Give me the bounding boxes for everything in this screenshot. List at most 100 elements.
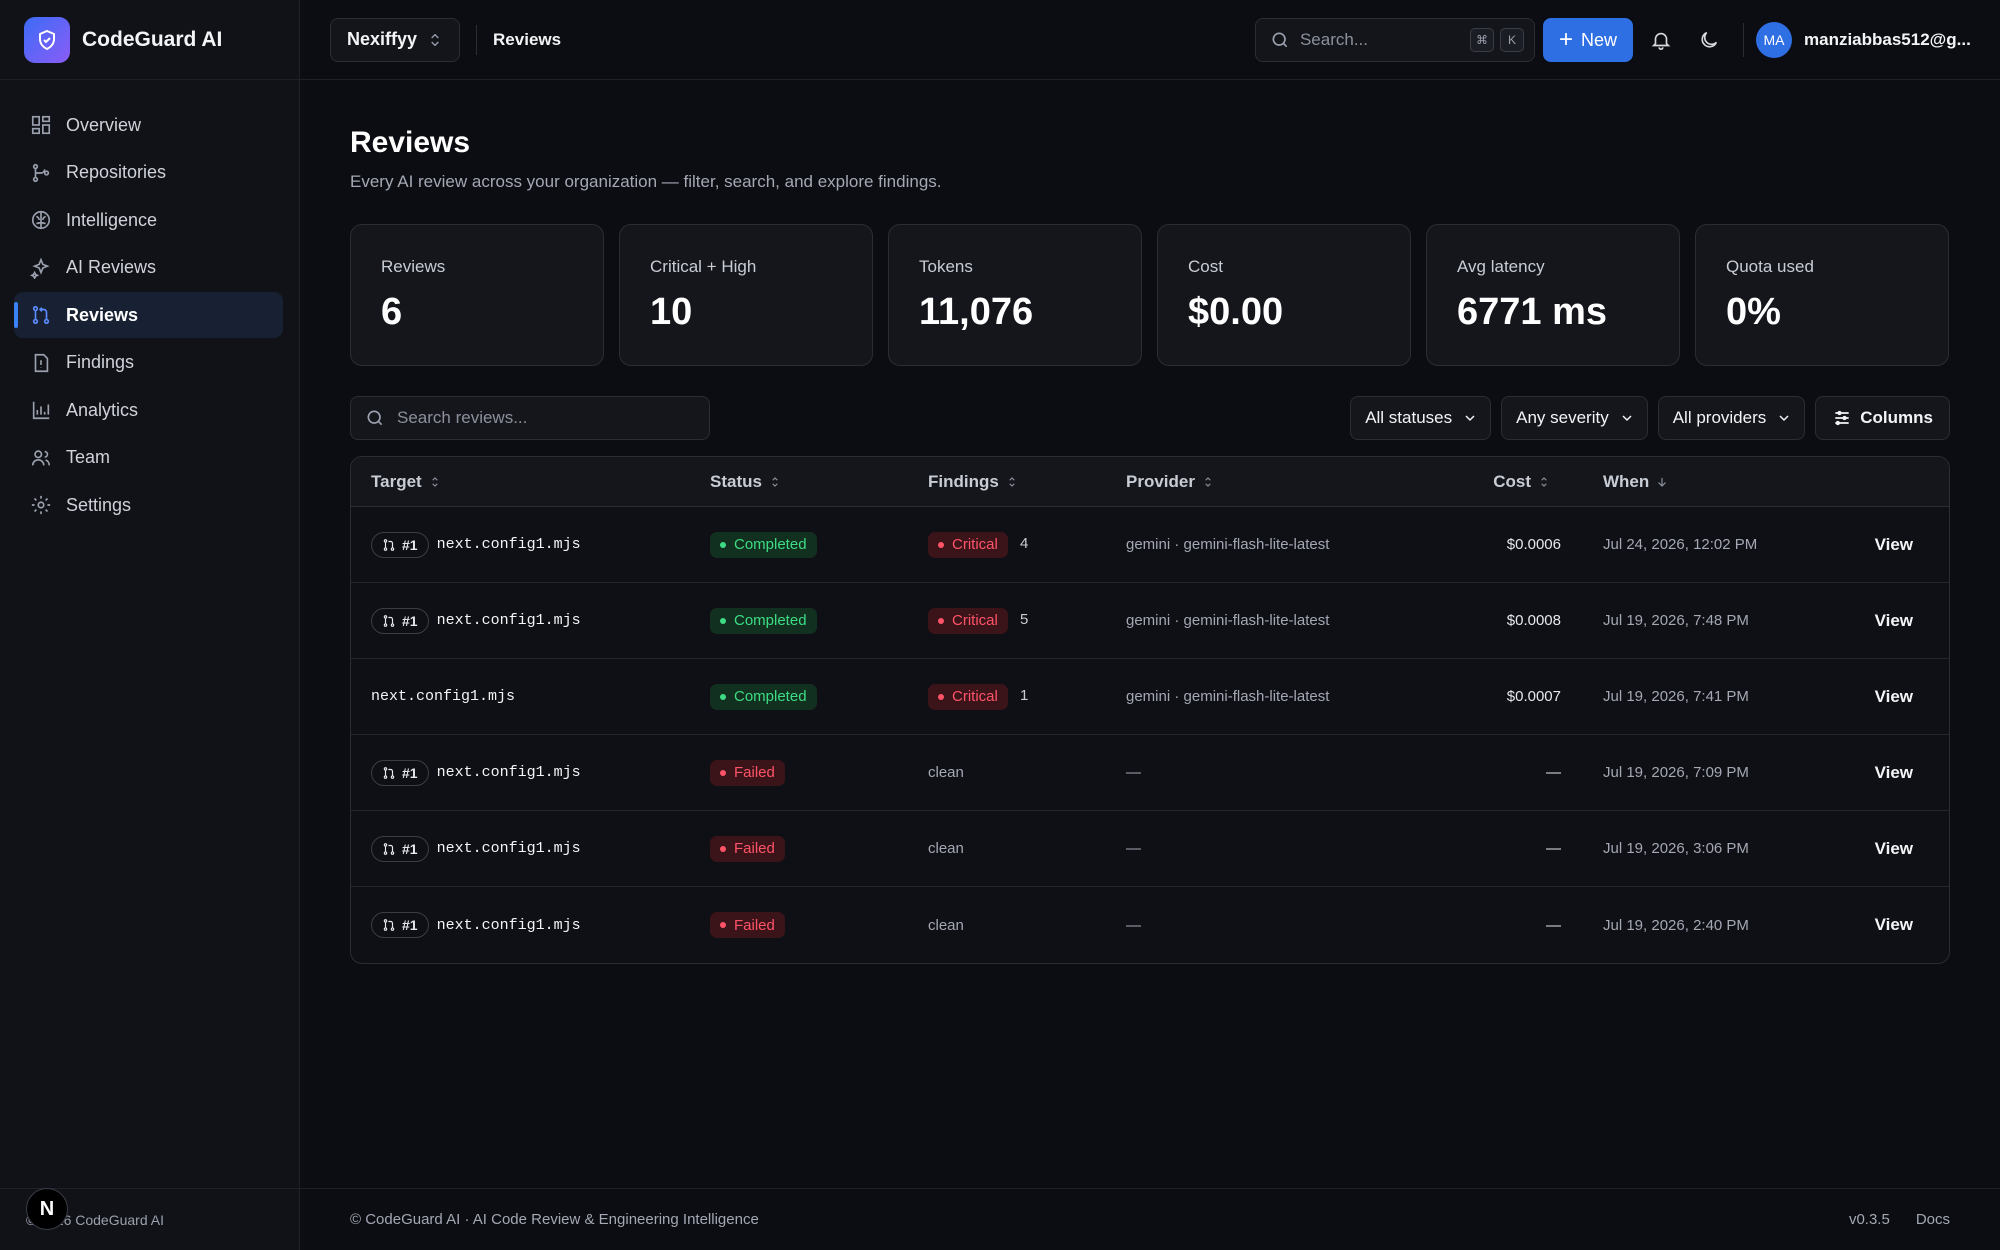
status-cell: Failed <box>710 912 785 938</box>
org-name: Nexiffyy <box>347 29 418 49</box>
file-alert-icon <box>34 353 49 372</box>
pr-chip[interactable]: #1 <box>371 835 429 862</box>
shield-logo-icon <box>24 16 70 63</box>
page-subtitle: Every AI review across your organization… <box>350 172 942 191</box>
table-row[interactable]: #1 next.config1.mjs Completed Critical 4… <box>351 507 1949 583</box>
status-dot <box>720 541 726 548</box>
status-text: Completed <box>734 612 807 629</box>
target-cell: #1 next.config1.mjs <box>371 759 581 786</box>
sidebar-item-overview[interactable]: Overview <box>14 102 283 148</box>
breadcrumb[interactable]: Reviews <box>493 29 562 49</box>
sidebar-item-analytics[interactable]: Analytics <box>14 387 283 433</box>
docs-link[interactable]: Docs <box>1915 1211 1950 1228</box>
select-value: All providers <box>1672 408 1767 427</box>
column-header-when[interactable]: When <box>1603 472 1669 492</box>
provider-filter-select[interactable]: All providers <box>1657 396 1806 440</box>
severity-dot <box>938 693 944 700</box>
theme-toggle-button[interactable] <box>1689 20 1729 60</box>
kbd-k: K <box>1499 28 1524 52</box>
sidebar-item-repositories[interactable]: Repositories <box>14 150 283 196</box>
sidebar-nav: Overview Repositories Intelligence AI Re… <box>0 80 299 528</box>
sidebar-item-label: Overview <box>66 114 142 135</box>
stat-label: Tokens <box>919 257 973 276</box>
pr-chip[interactable]: #1 <box>371 531 429 558</box>
findings-count: 5 <box>1020 610 1029 628</box>
sort-icon <box>772 476 778 487</box>
status-cell: Failed <box>710 759 785 786</box>
table-row[interactable]: #1 next.config1.mjs Failed clean — — Jul… <box>351 811 1949 887</box>
global-search-input[interactable]: Search... ⌘ K <box>1254 18 1535 62</box>
status-text: Completed <box>734 688 807 705</box>
cost-cell: — <box>1546 840 1561 857</box>
avatar[interactable]: MA <box>1756 22 1792 58</box>
sidebar-item-label: Reviews <box>66 304 139 325</box>
org-switcher[interactable]: Nexiffyy <box>330 17 461 62</box>
notifications-button[interactable] <box>1641 20 1681 60</box>
severity-text: Critical <box>952 612 998 629</box>
severity-filter-select[interactable]: Any severity <box>1501 396 1648 440</box>
column-header-provider[interactable]: Provider <box>1126 472 1215 492</box>
view-link[interactable]: View <box>1874 915 1913 934</box>
severity-badge: Critical <box>928 531 1008 558</box>
pr-chip[interactable]: #1 <box>371 759 429 786</box>
findings-cell: Critical 4 <box>928 531 1028 558</box>
sidebar-item-ai-reviews[interactable]: AI Reviews <box>14 245 283 291</box>
status-cell: Completed <box>710 607 817 634</box>
sidebar-item-intelligence[interactable]: Intelligence <box>14 197 283 243</box>
view-link[interactable]: View <box>1874 610 1913 630</box>
stat-label: Cost <box>1188 257 1223 276</box>
pr-chip[interactable]: #1 <box>371 607 429 634</box>
target-file: next.config1.mjs <box>436 612 581 629</box>
sort-icon <box>1205 476 1211 487</box>
chevron-down-icon <box>1622 415 1632 422</box>
dev-tools-badge[interactable]: N <box>26 1188 68 1230</box>
sidebar-item-team[interactable]: Team <box>14 435 283 481</box>
search-reviews-input[interactable]: Search reviews... <box>350 396 710 440</box>
column-header-target[interactable]: Target <box>371 472 442 492</box>
divider <box>476 24 478 55</box>
stats-row: Reviews 6 Critical + High 10 Tokens 11,0… <box>350 224 1950 366</box>
table-row[interactable]: next.config1.mjs Completed Critical 1 ge… <box>351 659 1949 735</box>
new-button[interactable]: + New <box>1542 18 1633 62</box>
table-row[interactable]: #1 next.config1.mjs Failed clean — — Jul… <box>351 887 1949 963</box>
main-content: Reviews Every AI review across your orga… <box>350 80 1950 964</box>
columns-button[interactable]: Columns <box>1815 396 1950 440</box>
git-pull-request-icon <box>383 614 395 627</box>
sort-icon <box>1541 476 1547 487</box>
sort-icon <box>1009 476 1015 487</box>
status-filter-select[interactable]: All statuses <box>1350 396 1492 440</box>
search-placeholder: Search... <box>1299 30 1369 49</box>
stat-value: 6 <box>381 291 403 333</box>
status-dot <box>720 922 726 928</box>
column-header-status[interactable]: Status <box>710 472 782 492</box>
column-header-findings[interactable]: Findings <box>928 472 1019 492</box>
app-name: CodeGuard AI <box>82 27 223 51</box>
sparkles-icon <box>30 257 50 279</box>
status-badge: Completed <box>710 607 817 634</box>
stat-value: 0% <box>1726 291 1781 333</box>
sidebar-item-label: Intelligence <box>66 209 158 230</box>
user-email[interactable]: manziabbas512@g... <box>1804 30 1970 49</box>
view-link[interactable]: View <box>1874 686 1913 706</box>
column-header-cost[interactable]: Cost <box>1493 472 1551 492</box>
brain-icon <box>31 210 51 230</box>
view-link[interactable]: View <box>1874 838 1913 858</box>
divider <box>1743 23 1744 57</box>
status-cell: Failed <box>710 835 785 862</box>
stat-card-critical-high: Critical + High 10 <box>619 224 873 366</box>
version-label: v0.3.5 <box>1848 1211 1890 1228</box>
view-link[interactable]: View <box>1874 762 1913 782</box>
brand[interactable]: CodeGuard AI <box>0 0 299 80</box>
table-row[interactable]: #1 next.config1.mjs Completed Critical 5… <box>351 583 1949 659</box>
table-row[interactable]: #1 next.config1.mjs Failed clean — — Jul… <box>351 735 1949 811</box>
pr-chip[interactable]: #1 <box>371 912 429 938</box>
status-badge: Failed <box>710 835 785 862</box>
stat-label: Critical + High <box>650 257 757 276</box>
sidebar-item-findings[interactable]: Findings <box>14 340 283 386</box>
sidebar-item-label: Team <box>66 447 111 467</box>
sidebar-item-reviews[interactable]: Reviews <box>14 292 283 338</box>
status-dot <box>720 769 726 776</box>
view-link[interactable]: View <box>1874 534 1913 554</box>
sidebar-item-settings[interactable]: Settings <box>14 482 283 528</box>
git-pull-request-icon <box>32 305 50 325</box>
